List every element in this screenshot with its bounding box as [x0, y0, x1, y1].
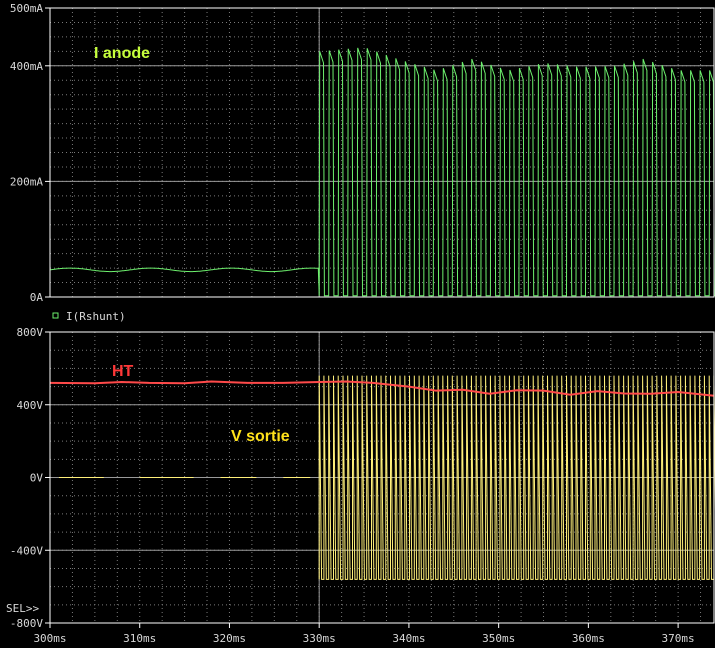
y-tick-label: 500mA [10, 2, 43, 15]
legend-marker [52, 312, 59, 319]
current-plot-area [49, 7, 715, 298]
annotation-v-sortie: V sortie [231, 428, 290, 445]
legend: I(Rshunt) [52, 310, 126, 323]
series-ht [50, 380, 715, 397]
y-tick-label: -400V [10, 544, 43, 557]
voltage-plot-area [49, 331, 715, 624]
y-tick-label: 0V [30, 472, 44, 485]
current-plot: 500mA 400mA 200mA 0A I anode [10, 2, 715, 304]
series-i-rshunt [50, 47, 715, 297]
annotation-i-anode: I anode [94, 45, 150, 62]
x-tick-label: 360ms [572, 632, 605, 645]
annotation-ht: HT [112, 363, 134, 380]
current-plot-grid [50, 8, 714, 297]
current-plot-y-ticks: 500mA 400mA 200mA 0A [10, 2, 50, 304]
x-tick-label: 370ms [662, 632, 695, 645]
y-tick-label: -800V [10, 617, 43, 630]
y-tick-label: 400mA [10, 60, 43, 73]
x-tick-label: 320ms [213, 632, 246, 645]
voltage-plot-frame [49, 331, 715, 624]
x-tick-label: 350ms [482, 632, 515, 645]
series-v-sortie [59, 375, 715, 580]
voltage-plot: 800V 400V 0V -400V -800V 300ms 310ms 320ms 330m… [6, 326, 715, 645]
x-tick-label: 340ms [392, 632, 425, 645]
x-tick-label: 310ms [123, 632, 156, 645]
y-tick-label: 0A [30, 291, 44, 304]
x-tick-label: 300ms [33, 632, 66, 645]
x-tick-label: 330ms [303, 632, 336, 645]
y-tick-label: 800V [17, 326, 44, 339]
voltage-plot-y-ticks: 800V 400V 0V -400V -800V [10, 326, 50, 630]
legend-label: I(Rshunt) [66, 310, 126, 323]
y-tick-label: 400V [17, 399, 44, 412]
cursor-label: SEL>> [6, 602, 39, 615]
current-plot-frame [49, 7, 715, 298]
time-axis-ticks: 300ms 310ms 320ms 330ms 340ms 350ms 360ms 370ms [33, 623, 695, 645]
y-tick-label: 200mA [10, 175, 43, 188]
